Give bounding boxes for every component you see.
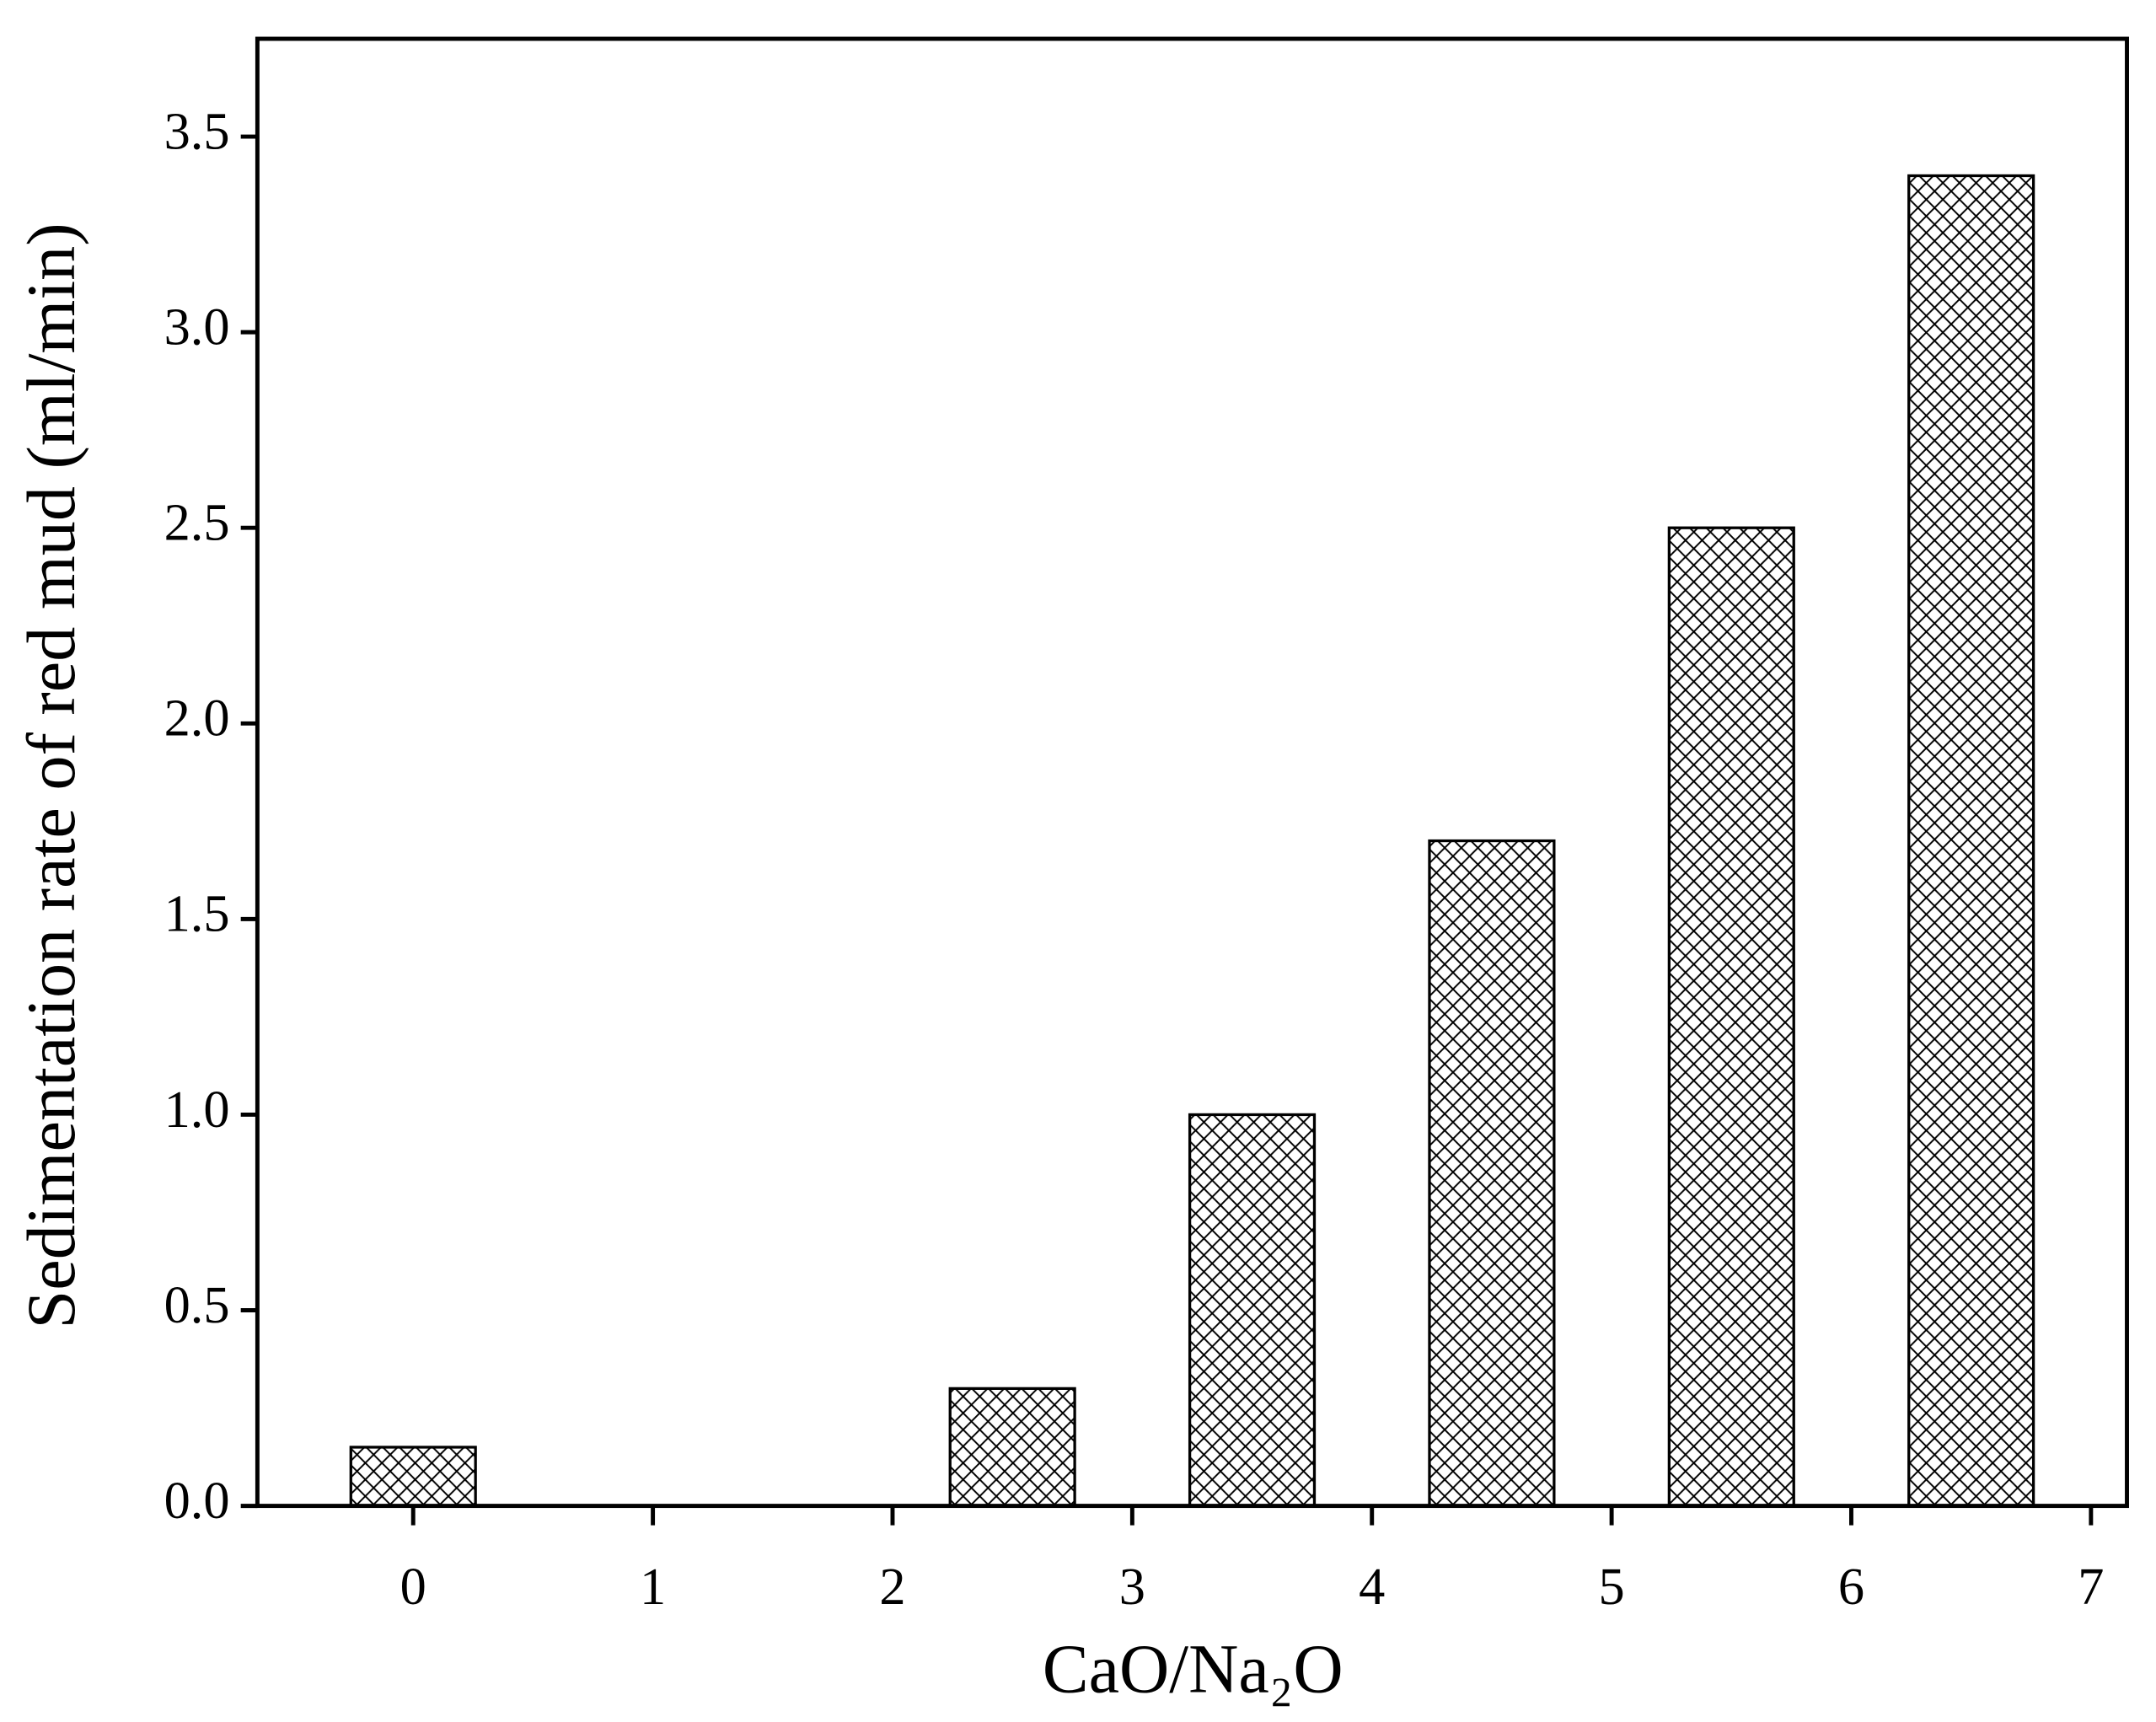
y-tick-label: 1.5 xyxy=(164,884,230,943)
bar xyxy=(1428,839,1556,1508)
y-tick-label: 1.0 xyxy=(164,1080,230,1139)
y-tick-label: 2.0 xyxy=(164,689,230,748)
x-tick-label: 4 xyxy=(1359,1557,1385,1616)
x-tick-label: 1 xyxy=(640,1557,666,1616)
bar xyxy=(1907,174,2035,1508)
bar xyxy=(349,1446,477,1508)
bar xyxy=(1667,526,1795,1508)
x-tick-label: 5 xyxy=(1599,1557,1625,1616)
x-tick-label: 0 xyxy=(400,1557,426,1616)
x-axis-title: CaO/Na₂O xyxy=(1043,1631,1343,1708)
bar xyxy=(948,1387,1076,1508)
y-tick-label: 3.0 xyxy=(164,297,230,356)
x-tick-label: 7 xyxy=(2078,1557,2104,1616)
y-tick-label: 0.5 xyxy=(164,1275,230,1334)
bar xyxy=(1188,1113,1317,1508)
y-tick-label: 2.5 xyxy=(164,493,230,552)
y-tick-label: 3.5 xyxy=(164,101,230,160)
y-tick-label: 0.0 xyxy=(164,1471,230,1530)
y-axis-title: Sedimentation rate of red mud (ml/min) xyxy=(13,223,89,1328)
plot-frame xyxy=(255,36,2129,1509)
x-tick-label: 3 xyxy=(1119,1557,1145,1616)
x-tick-label: 6 xyxy=(1838,1557,1864,1616)
x-tick-label: 2 xyxy=(879,1557,905,1616)
